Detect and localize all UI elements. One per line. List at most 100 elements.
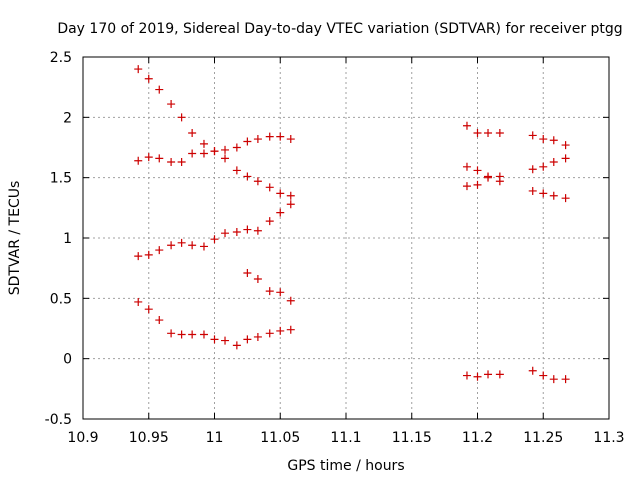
x-tick-label: 10.95 [129,430,169,446]
data-point [199,330,208,339]
x-tick-label: 10.9 [67,430,98,446]
data-point [539,189,548,198]
data-point [265,132,274,141]
data-point [495,370,504,379]
data-point [276,288,285,297]
data-point [167,100,176,109]
data-point [144,153,153,162]
y-tick-label: 0.5 [50,291,72,307]
data-point [199,139,208,148]
data-point [253,177,262,186]
data-point [528,366,537,375]
series-sat-5 [243,268,295,305]
data-point [177,157,186,166]
data-point [177,330,186,339]
data-point [265,287,274,296]
data-point [188,129,197,138]
data-point [286,135,295,144]
data-point [286,191,295,200]
data-point [232,341,241,350]
data-point [561,375,570,384]
y-tick-label: 2.5 [50,50,72,66]
series-sat-3 [134,200,295,261]
data-point [265,183,274,192]
data-point [210,147,219,156]
data-point [484,370,493,379]
data-points [134,65,570,384]
data-point [276,189,285,198]
data-point [276,132,285,141]
data-point [462,121,471,130]
data-point [144,305,153,314]
data-point [155,246,164,255]
x-tick-label: 11 [206,430,224,446]
data-point [539,162,548,171]
data-point [528,186,537,195]
x-tick-label: 11.3 [593,430,624,446]
data-point [177,113,186,122]
data-point [243,137,252,146]
data-point [134,252,143,261]
data-point [199,149,208,158]
data-point [221,145,230,154]
x-axis-label: GPS time / hours [287,458,404,474]
data-point [243,335,252,344]
data-point [549,191,558,200]
data-point [265,217,274,226]
data-point [539,135,548,144]
data-point [462,371,471,380]
data-point [155,154,164,163]
data-point [561,154,570,163]
y-axis-label: SDTVAR / TECUs [7,181,23,296]
series-sat-8 [462,172,570,203]
data-point [276,208,285,217]
data-point [484,129,493,138]
data-point [210,335,219,344]
data-point [232,143,241,152]
data-point [253,332,262,341]
data-point [253,135,262,144]
data-point [549,375,558,384]
data-point [243,268,252,277]
data-point [561,194,570,203]
y-tick-label: 0 [63,352,72,368]
data-point [473,129,482,138]
data-point [462,182,471,191]
grid-lines [83,57,609,419]
axis-ticks: 10.9 10.95 11 11.05 11.1 11.15 11.2 11.25 11.3 -0… [45,50,625,446]
x-tick-label: 11.1 [330,430,361,446]
x-tick-label: 11.25 [523,430,563,446]
series-sat-2 [134,132,295,166]
y-tick-label: 1 [63,231,72,247]
data-point [243,172,252,181]
chart-title: Day 170 of 2019, Sidereal Day-to-day VTE… [57,21,622,37]
data-point [528,131,537,140]
data-point [232,166,241,175]
data-point [221,154,230,163]
data-point [473,180,482,189]
data-point [265,329,274,338]
data-point [155,85,164,94]
data-point [286,200,295,209]
y-tick-label: 1.5 [50,171,72,187]
y-tick-label: -0.5 [45,412,72,428]
data-point [144,74,153,83]
data-point [167,329,176,338]
y-tick-label: 2 [63,110,72,126]
data-point [286,296,295,305]
data-point [167,241,176,250]
data-point [210,235,219,244]
data-point [276,326,285,335]
data-point [549,136,558,145]
data-point [253,275,262,284]
data-point [199,242,208,251]
series-sat-6 [462,121,570,150]
data-point [188,241,197,250]
data-point [144,250,153,259]
data-point [528,165,537,174]
data-point [539,371,548,380]
data-point [188,330,197,339]
x-tick-label: 11.15 [392,430,432,446]
